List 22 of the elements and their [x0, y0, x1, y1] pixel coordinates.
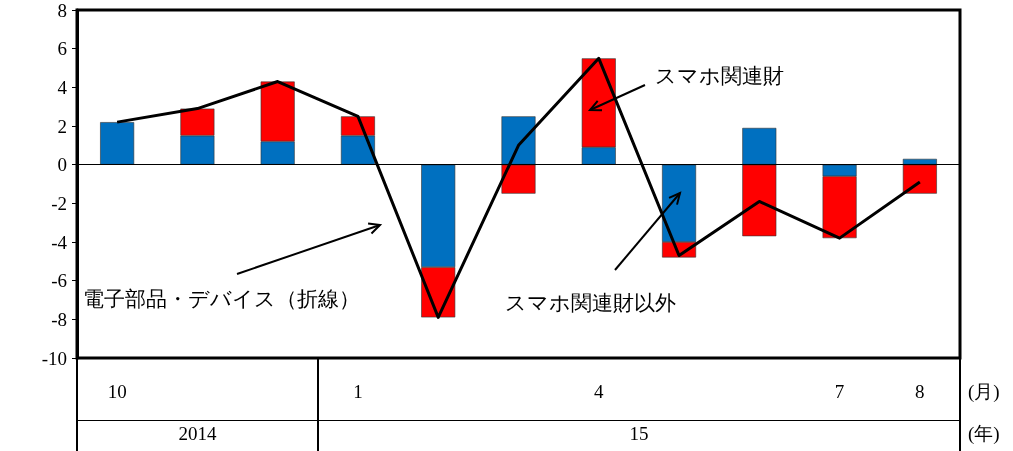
y-tick-label: -8 — [51, 308, 67, 330]
x-tick-label: 10 — [107, 381, 127, 402]
y-tick-label: 2 — [57, 115, 67, 137]
x-axis-title: (月) — [968, 381, 1000, 402]
y-tick-label: -4 — [51, 231, 68, 253]
text: スマホ関連財以外 — [505, 291, 676, 315]
y-tick-label: 4 — [57, 76, 68, 98]
x-tick-label: 8 — [915, 381, 925, 402]
series-label: スマホ関連財 — [655, 64, 784, 88]
y-tick-label: -2 — [51, 192, 67, 214]
y-tick-label: 6 — [57, 38, 67, 60]
y-tick-label: 0 — [57, 154, 67, 176]
y-tick-label: -10 — [41, 347, 67, 369]
x-tick-label: 1 — [353, 381, 363, 402]
text: 電子部品・デバイス（折線） — [83, 287, 360, 311]
x-tick-label: 4 — [594, 381, 605, 402]
text: 15 — [629, 423, 649, 444]
y-tick-label: -6 — [51, 270, 67, 292]
y-tick-label: 8 — [57, 0, 67, 21]
text: 2014 — [178, 423, 217, 444]
x-tick-label: 7 — [834, 381, 845, 402]
text: (年) — [968, 423, 1000, 444]
